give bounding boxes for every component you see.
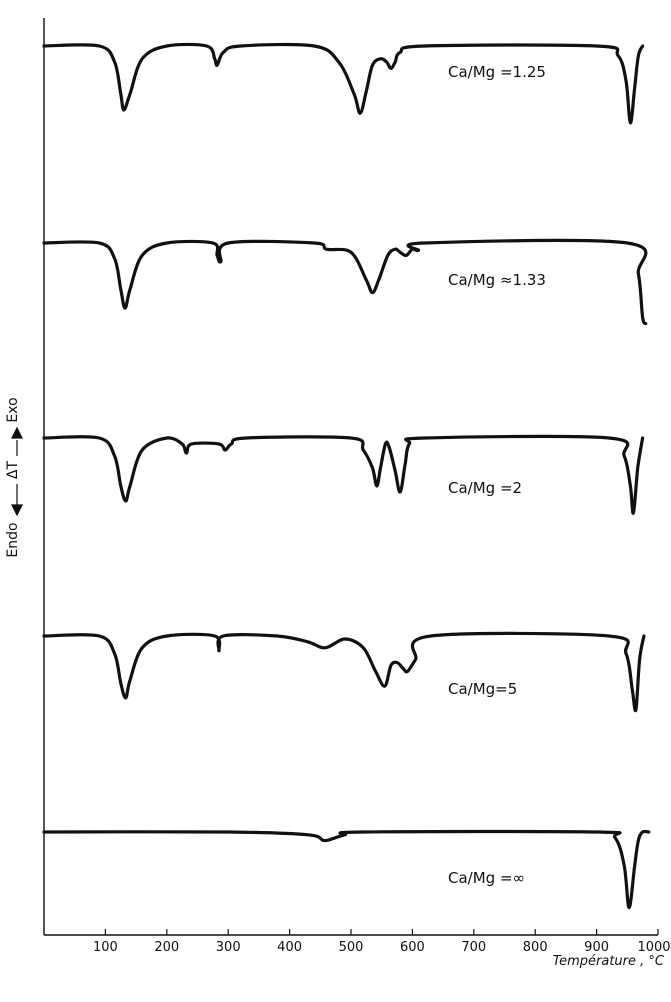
x-tick-label: 500 [339,940,364,955]
dta-curves [42,42,651,910]
x-tick-label: 100 [93,940,118,955]
x-tick-label: 600 [400,940,425,955]
curve-label: Ca/Mg ≈1.33 [448,271,546,289]
y-label-exo: Exo [5,397,21,422]
dta-curve [42,631,646,713]
arrow-down-icon [11,504,23,517]
x-tick-label: 1000 [637,940,670,955]
curve-label: Ca/Mg =1.25 [448,63,546,81]
x-axis-title: Température , °C [553,954,665,969]
x-tick-label: 800 [523,940,548,955]
dta-curve [42,434,645,515]
curve-label: Ca/Mg=5 [448,680,517,698]
curve-labels: Ca/Mg =1.25 Ca/Mg ≈1.33 Ca/Mg =2 Ca/Mg=5 Ca/… [448,63,546,887]
x-tick-label: 900 [584,940,609,955]
plot-area [43,18,658,936]
y-label-endo: Endo [5,522,21,557]
y-axis-label: Exo ΔT Endo [5,397,23,558]
x-tick-label: 400 [277,940,302,955]
x-tick-label: 300 [216,940,241,955]
x-ticks: 100 200 300 400 500 600 700 800 900 1000 [93,929,671,955]
dta-curve [42,238,648,326]
x-tick-label: 700 [461,940,486,955]
dta-curve [42,42,645,125]
x-tick-label: 200 [154,940,179,955]
curve-label: Ca/Mg =∞ [448,869,525,887]
y-label-delta: ΔT [5,460,21,479]
curve-label: Ca/Mg =2 [448,479,522,497]
dta-curve [42,829,651,910]
arrow-up-icon [11,426,23,439]
